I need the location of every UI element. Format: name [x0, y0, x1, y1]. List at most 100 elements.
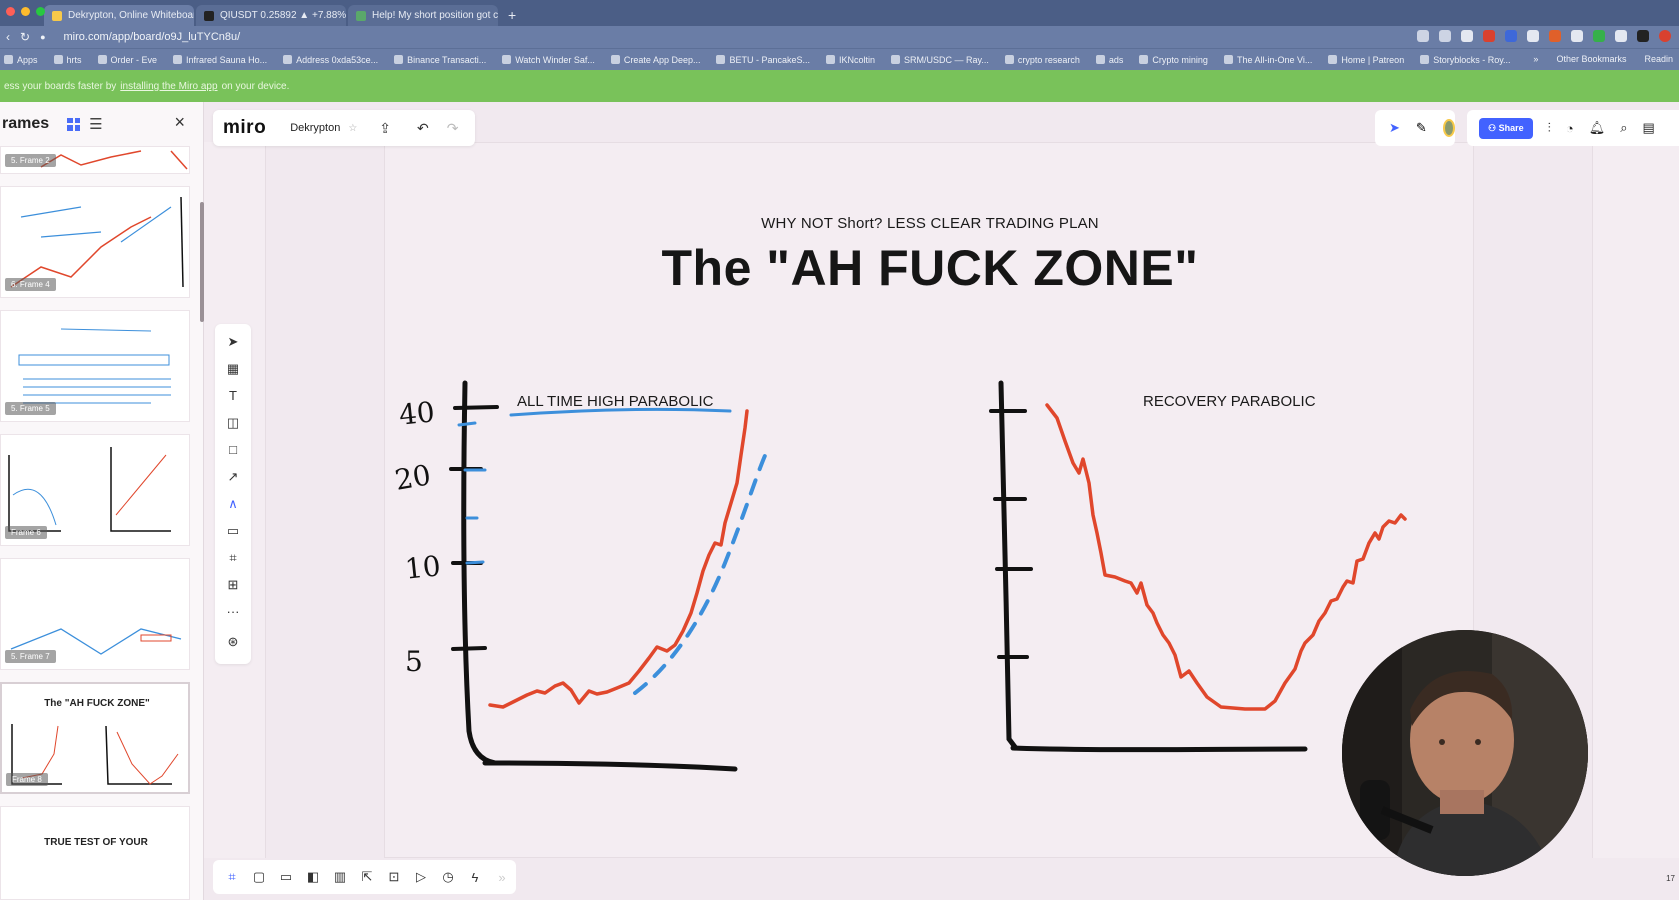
install-app-link[interactable]: installing the Miro app	[120, 80, 218, 92]
pen-tool-icon[interactable]: ∧	[228, 496, 238, 511]
bookmark-item[interactable]: crypto research	[1004, 55, 1080, 65]
bookmark-item[interactable]: Order - Eve	[97, 54, 158, 65]
reading-list-button[interactable]: Readin	[1644, 54, 1673, 64]
frame-thumbnail[interactable]: Frame 6	[0, 434, 190, 546]
browser-tab[interactable]: QIUSDT 0.25892 ▲ +7.88% ir ×	[196, 5, 346, 26]
select-tool-icon[interactable]: ➤	[227, 334, 239, 349]
bookmark-item[interactable]: IKNcoltin	[826, 55, 875, 65]
extension-icon[interactable]	[1593, 30, 1605, 42]
browser-tab[interactable]: Help! My short position got cr ×	[348, 5, 498, 26]
voting-icon[interactable]: ϟ	[471, 869, 479, 885]
bookmark-item[interactable]: Binance Transacti...	[394, 55, 486, 65]
more-bookmarks-button[interactable]: »	[1533, 54, 1539, 64]
bookmark-item[interactable]: SRM/USDC — Ray...	[891, 55, 989, 65]
cursor-follow-icon[interactable]: ➤	[1389, 120, 1400, 135]
extension-icon[interactable]	[1571, 30, 1583, 42]
board-frame[interactable]: WHY NOT Short? LESS CLEAR TRADING PLAN T…	[384, 142, 1474, 858]
frame-thumbnail[interactable]: 5. Frame 2	[0, 146, 190, 174]
extension-icon[interactable]	[1527, 30, 1539, 42]
bookmark-star-icon[interactable]	[1439, 30, 1451, 42]
metamask-icon[interactable]	[1549, 30, 1561, 42]
axis-tick-label-10: 10	[403, 549, 443, 586]
bookmark-item[interactable]: Storyblocks - Roy...	[1420, 55, 1511, 65]
frames-scrollbar[interactable]	[200, 202, 204, 322]
line-tool-icon[interactable]: ↗	[227, 469, 239, 484]
frame-tool-icon[interactable]: ⌗	[229, 550, 237, 565]
undo-icon[interactable]: ↶	[417, 119, 429, 136]
close-window-button[interactable]	[6, 7, 15, 16]
text-tool-icon[interactable]: T	[229, 388, 237, 403]
frames-panel-header: rames ☰ ×	[0, 102, 203, 146]
frame-thumbnail[interactable]: TRUE TEST OF YOUR	[0, 806, 190, 900]
browser-tab[interactable]: Dekrypton, Online Whiteboard ×	[44, 5, 194, 26]
bookmark-item[interactable]: Home | Patreon	[1328, 55, 1404, 65]
bookmark-item[interactable]: Address 0xda53ce...	[283, 55, 378, 65]
video-call-icon[interactable]: ▷	[416, 869, 426, 884]
share-screen-icon[interactable]: ⇱	[361, 869, 373, 884]
bookmark-item[interactable]: The All-in-One Vi...	[1223, 55, 1312, 65]
bookmark-item[interactable]: BETU - PancakeS...	[716, 55, 810, 65]
profile-avatar[interactable]	[1659, 30, 1671, 42]
templates-icon[interactable]: ▦	[226, 361, 240, 376]
star-icon[interactable]: ☆	[348, 122, 358, 134]
frame-thumbnail-selected[interactable]: The "AH FUCK ZONE" Frame 8	[0, 682, 190, 794]
bookmark-item[interactable]: Watch Winder Saf...	[502, 55, 595, 65]
share-page-icon[interactable]	[1417, 30, 1429, 42]
extension-icon[interactable]	[1483, 30, 1495, 42]
bookmark-item[interactable]: Create App Deep...	[610, 54, 701, 65]
folder-icon	[1139, 55, 1149, 64]
minimize-window-button[interactable]	[21, 7, 30, 16]
activity-icon[interactable]: ◔	[1565, 120, 1574, 136]
reactions-icon[interactable]: ✎	[1415, 120, 1427, 135]
close-icon[interactable]: ×	[174, 112, 185, 132]
new-tab-button[interactable]: +	[508, 7, 517, 23]
zoom-level[interactable]: 17	[1666, 874, 1675, 883]
apps-icon[interactable]: ⊛	[227, 634, 239, 649]
upload-icon[interactable]: ⊞	[227, 577, 239, 592]
bookmark-item[interactable]: Crypto mining	[1139, 55, 1208, 65]
extension-icon[interactable]	[1461, 30, 1473, 42]
cards-icon[interactable]: ◧	[306, 869, 320, 884]
list-view-icon[interactable]: ☰	[89, 116, 103, 133]
search-icon[interactable]: ⌕	[1620, 120, 1628, 135]
collapse-icon[interactable]: »	[498, 869, 506, 885]
comment-icon[interactable]: ▭	[226, 523, 240, 538]
more-tools-icon[interactable]: ···	[226, 604, 240, 619]
bookmark-item[interactable]: hrts	[53, 55, 82, 65]
shape-tool-icon[interactable]: □	[229, 442, 237, 457]
bell-icon[interactable]: 🔔︎	[1588, 120, 1606, 135]
other-bookmarks-folder[interactable]: Other Bookmarks	[1556, 54, 1627, 64]
kanban-icon[interactable]: ▥	[333, 869, 347, 884]
back-icon[interactable]: ‹	[6, 30, 10, 44]
comments-icon[interactable]: ▢	[252, 869, 266, 884]
bookmark-item[interactable]: Infrared Sauna Ho...	[173, 55, 267, 65]
settings-sliders-icon[interactable]: ⫶	[1547, 120, 1551, 135]
side-panel-icon[interactable]: ▤	[1642, 120, 1655, 135]
chat-icon[interactable]: ▭	[279, 869, 293, 884]
puzzle-icon[interactable]	[1637, 30, 1649, 42]
bookmark-label: Create App Deep...	[623, 54, 701, 65]
reload-icon[interactable]: ↻	[20, 30, 31, 44]
frame-thumbnail[interactable]: 5. Frame 5	[0, 310, 190, 422]
extension-icon[interactable]	[1505, 30, 1517, 42]
board-name[interactable]: Dekrypton	[290, 122, 341, 134]
bookmark-item[interactable]: Apps	[4, 55, 38, 65]
share-button[interactable]: ⚇ Share	[1479, 117, 1533, 139]
extension-icon[interactable]	[1615, 30, 1627, 42]
miro-logo[interactable]: miro	[223, 117, 267, 138]
present-icon[interactable]: ⊡	[388, 869, 400, 884]
bookmark-label: Order - Eve	[110, 54, 158, 65]
maximize-window-button[interactable]	[36, 7, 45, 16]
url-field[interactable]: miro.com/app/board/o9J_luTYCn8u/	[63, 31, 241, 43]
frame-thumbnail[interactable]: 6. Frame 4	[0, 186, 190, 298]
folder-icon	[1095, 55, 1105, 64]
bookmark-item[interactable]: ads	[1095, 55, 1123, 65]
frames-icon[interactable]: ⌗	[228, 869, 236, 884]
export-icon[interactable]: ⇪	[379, 119, 392, 136]
avatar[interactable]	[1442, 119, 1455, 137]
timer-icon[interactable]: ◷	[442, 869, 454, 884]
redo-icon[interactable]: ↷	[446, 119, 459, 136]
frame-thumbnail[interactable]: 5. Frame 7	[0, 558, 190, 670]
sticky-note-icon[interactable]: ◫	[226, 415, 240, 430]
grid-view-icon[interactable]	[67, 117, 81, 131]
